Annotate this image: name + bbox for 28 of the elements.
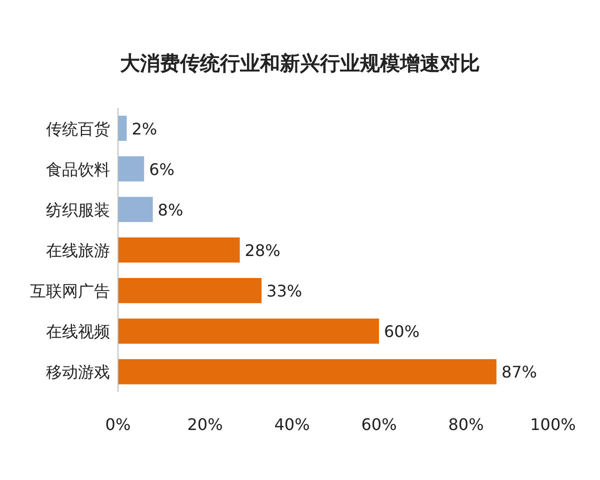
y-tick-label: 移动游戏 [46, 362, 110, 382]
x-tick-label: 100% [530, 415, 576, 434]
bar [118, 237, 240, 263]
y-tick-label: 传统百货 [46, 119, 110, 138]
data-label: 6% [149, 160, 174, 179]
y-tick-label: 在线视频 [46, 322, 110, 342]
bar [118, 196, 153, 222]
chart-title: 大消费传统行业和新兴行业规模增速对比 [120, 51, 480, 75]
x-tick-label: 80% [448, 415, 484, 434]
bar [118, 278, 262, 304]
x-tick-label: 20% [187, 415, 223, 434]
y-tick-label: 食品饮料 [46, 160, 110, 179]
data-label: 87% [501, 362, 538, 382]
data-label: 2% [132, 119, 158, 138]
bar [118, 318, 379, 344]
x-tick-label: 60% [361, 415, 397, 434]
y-tick-label: 纺织服装 [46, 200, 110, 220]
data-label: 33% [266, 282, 302, 301]
bar [118, 359, 496, 384]
bar [118, 116, 127, 141]
data-label: 8% [158, 200, 184, 220]
data-label: 60% [384, 322, 420, 342]
y-tick-label: 在线旅游 [46, 241, 110, 260]
y-tick-label: 互联网广告 [30, 282, 110, 301]
x-tick-label: 0% [105, 415, 131, 434]
data-label: 28% [244, 241, 280, 260]
x-tick-label: 40% [274, 415, 310, 434]
bar [118, 156, 144, 182]
